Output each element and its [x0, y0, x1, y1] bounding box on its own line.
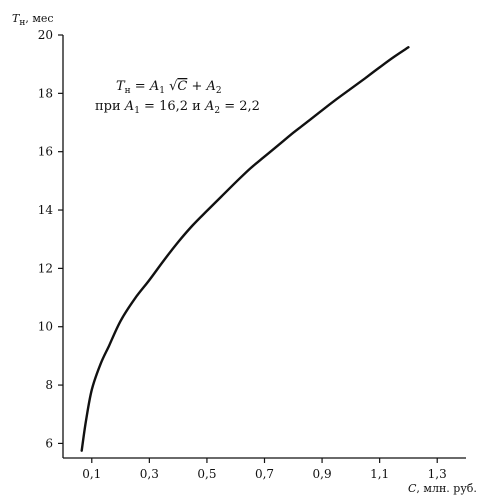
x-axis-title: C, млн. руб. [408, 482, 477, 495]
x-tick-label: 0,9 [313, 467, 332, 481]
y-tick-label: 10 [38, 320, 53, 334]
x-tick-label: 1,3 [428, 467, 447, 481]
y-tick-label: 8 [45, 378, 53, 392]
y-tick-label: 12 [38, 261, 53, 275]
y-tick-label: 14 [38, 203, 54, 217]
formula-annotation: Tн = A1 √C + A2 при A1 = 16,2 и A2 = 2,2 [95, 79, 260, 116]
x-ticks: 0,1 0,3 0,5 0,7 0,9 1,1 1,3 [82, 458, 447, 481]
x-tick-label: 0,3 [140, 467, 159, 481]
x-tick-label: 0,7 [255, 467, 274, 481]
y-tick-label: 16 [38, 145, 53, 159]
series-line [80, 46, 410, 452]
y-tick-label: 6 [45, 436, 53, 450]
y-ticks: 6 8 10 12 14 16 18 20 [38, 28, 63, 450]
x-tick-label: 1,1 [370, 467, 389, 481]
y-axis-title: Tн, мес [12, 12, 54, 28]
y-tick-label: 20 [38, 28, 53, 42]
x-tick-label: 0,1 [82, 467, 101, 481]
formula-line-2: при A1 = 16,2 и A2 = 2,2 [95, 99, 260, 116]
y-tick-label: 18 [38, 86, 53, 100]
formula-line-1: Tн = A1 √C + A2 [116, 79, 222, 96]
x-tick-label: 0,5 [197, 467, 216, 481]
